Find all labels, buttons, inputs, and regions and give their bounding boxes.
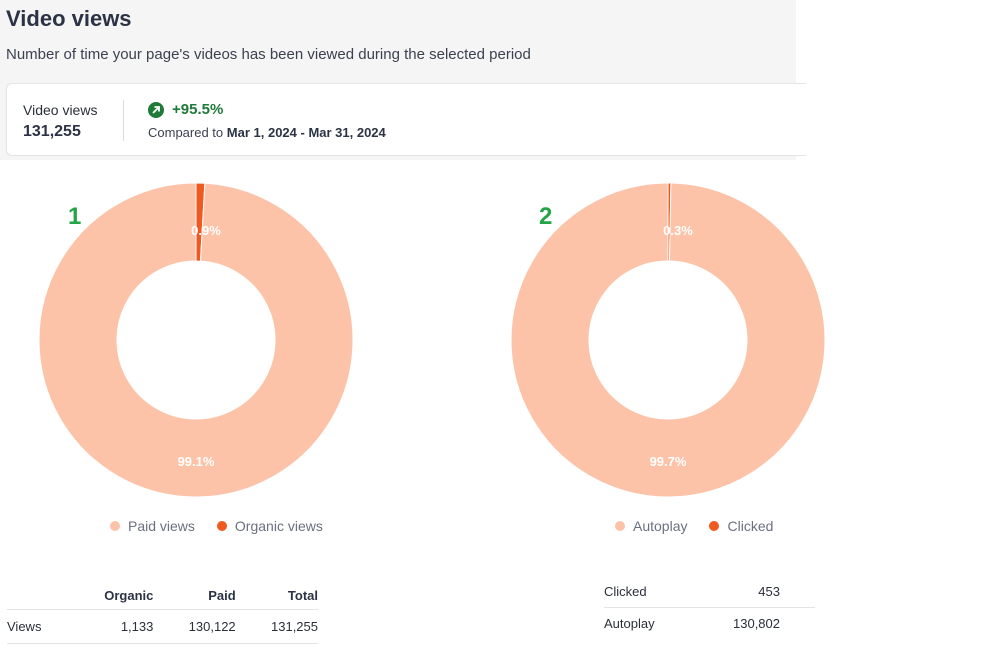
legend-item-autoplay[interactable]: Autoplay	[615, 518, 687, 534]
legend-dot-paid	[110, 521, 120, 531]
legend-1: Paid views Organic views	[110, 518, 323, 534]
legend-dot-organic	[216, 521, 227, 531]
legend-label-paid: Paid views	[128, 518, 195, 534]
legend-label-clicked: Clicked	[727, 518, 774, 534]
donut-chart-2: 99.7% 0.3%	[510, 182, 826, 498]
kpi-compare: Compared to Mar 1, 2024 - Mar 31, 2024	[148, 125, 386, 140]
legend-2: Autoplay Clicked	[615, 518, 773, 534]
header-cell-paid: Paid	[208, 588, 236, 603]
row-value: 130,802	[733, 616, 780, 631]
data-label: 0.9%	[191, 223, 221, 238]
views-table-header: Organic Paid Total	[7, 582, 318, 610]
kpi-value: 131,255	[23, 123, 81, 140]
kpi-card: Video views 131,255 +95.5% Compared to M…	[6, 83, 806, 156]
cell-paid: 130,122	[188, 619, 236, 634]
slice-paid-views[interactable]	[38, 182, 354, 498]
data-label: 99.1%	[178, 454, 215, 469]
legend-label-organic: Organic views	[234, 518, 323, 534]
cell-organic: 1,133	[120, 619, 154, 634]
header-cell-organic: Organic	[104, 588, 154, 603]
table-row: Views 1,133 130,122 131,255	[7, 610, 318, 644]
compare-prefix: Compared to	[148, 125, 224, 140]
row-label: Autoplay	[604, 616, 655, 631]
legend-item-organic[interactable]: Organic views	[216, 518, 323, 534]
legend-item-paid[interactable]: Paid views	[110, 518, 195, 534]
legend-item-clicked[interactable]: Clicked	[709, 518, 773, 534]
views-table: Organic Paid Total Views 1,133 130,122 1…	[7, 582, 318, 644]
row-value: 453	[758, 584, 780, 599]
chart-number-2: 2	[539, 203, 553, 230]
donut-chart-1: 99.1% 0.9%	[38, 182, 354, 498]
cell-total: 131,255	[271, 619, 318, 634]
legend-dot-autoplay	[615, 521, 625, 531]
row-label: Clicked	[604, 584, 647, 599]
legend-label-autoplay: Autoplay	[633, 518, 688, 534]
compare-range: Mar 1, 2024 - Mar 31, 2024	[226, 125, 386, 140]
table-row: Autoplay 130,802	[604, 608, 815, 640]
chart-number-1: 1	[68, 203, 82, 230]
page-title: Video views	[6, 6, 132, 31]
breakdown-table: Clicked 453 Autoplay 130,802	[604, 576, 815, 639]
data-label: 99.7%	[650, 454, 687, 469]
page-subtitle: Number of time your page's videos has be…	[6, 46, 531, 63]
legend-dot-clicked	[709, 521, 720, 531]
row-label: Views	[7, 619, 42, 634]
trend-up-icon	[148, 102, 164, 118]
donut-svg: 99.7% 0.3%	[510, 182, 826, 498]
kpi-change: +95.5%	[172, 101, 224, 118]
table-row: Clicked 453	[604, 576, 815, 608]
donut-svg: 99.1% 0.9%	[38, 182, 354, 498]
header-cell-total: Total	[287, 588, 318, 603]
slice-autoplay[interactable]	[510, 182, 826, 498]
data-label: 0.3%	[663, 223, 693, 238]
kpi-divider	[123, 100, 124, 141]
kpi-label: Video views	[23, 102, 98, 118]
header-cell	[7, 582, 67, 610]
